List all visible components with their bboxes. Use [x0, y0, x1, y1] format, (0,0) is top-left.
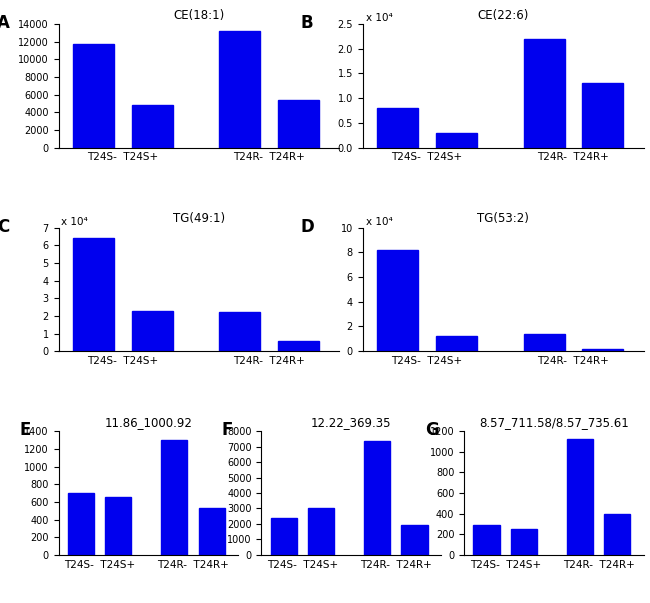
Bar [68, 493, 94, 555]
Bar [582, 83, 623, 148]
Bar [308, 508, 334, 555]
Bar [131, 105, 172, 148]
Text: E: E [19, 421, 31, 440]
Bar [73, 238, 114, 351]
Text: A: A [0, 14, 10, 32]
Bar [582, 349, 623, 351]
Bar [270, 518, 297, 555]
Bar [105, 497, 131, 555]
Title: TG(49:1): TG(49:1) [173, 212, 225, 225]
Bar [377, 250, 419, 351]
Bar [604, 514, 630, 555]
Title: 12.22_369.35: 12.22_369.35 [311, 416, 391, 429]
Bar [524, 334, 565, 351]
Bar [278, 341, 318, 351]
Bar [436, 336, 477, 351]
Bar [220, 312, 260, 351]
Bar [131, 311, 172, 351]
Bar [377, 108, 419, 148]
Text: C: C [0, 218, 9, 236]
Text: x 10⁴: x 10⁴ [61, 216, 88, 227]
Text: G: G [424, 421, 438, 440]
Bar [473, 525, 500, 555]
Text: B: B [301, 14, 313, 32]
Bar [402, 525, 428, 555]
Text: x 10⁴: x 10⁴ [365, 13, 392, 23]
Bar [73, 45, 114, 148]
Text: D: D [301, 218, 315, 236]
Bar [161, 440, 187, 555]
Text: F: F [222, 421, 233, 440]
Bar [524, 39, 565, 148]
Bar [511, 529, 537, 555]
Bar [199, 508, 225, 555]
Title: CE(22:6): CE(22:6) [477, 8, 529, 22]
Title: CE(18:1): CE(18:1) [174, 8, 224, 22]
Bar [436, 133, 477, 148]
Bar [364, 441, 390, 555]
Title: TG(53:2): TG(53:2) [477, 212, 529, 225]
Title: 8.57_711.58/8.57_735.61: 8.57_711.58/8.57_735.61 [479, 416, 629, 429]
Bar [220, 31, 260, 148]
Title: 11.86_1000.92: 11.86_1000.92 [104, 416, 192, 429]
Bar [278, 100, 318, 148]
Bar [567, 438, 593, 555]
Text: x 10⁴: x 10⁴ [365, 216, 392, 227]
